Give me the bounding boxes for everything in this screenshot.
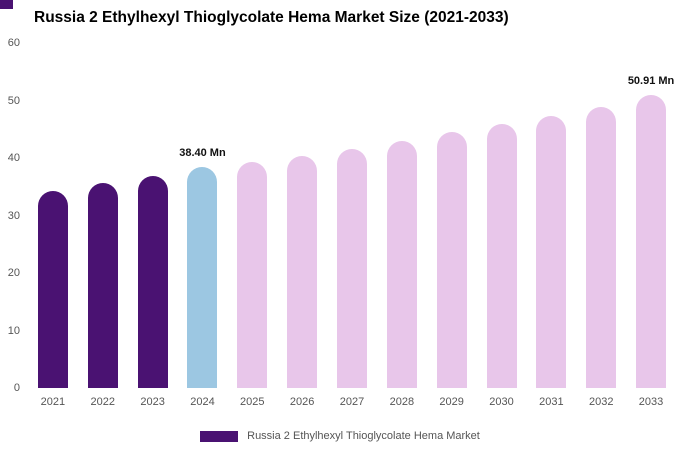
- x-axis-label: 2033: [638, 396, 664, 408]
- y-axis-label: 0: [13, 382, 20, 394]
- bar-2026: [287, 155, 318, 388]
- bar-2029: [436, 132, 467, 388]
- x-axis-label: 2022: [90, 396, 116, 408]
- plot-area: 2021 2022 2023 2024 38.40 Mn 2025 2026 2027 2028…: [8, 37, 676, 408]
- value-label: 38.40 Mn: [179, 147, 226, 160]
- x-axis-label: 2023: [140, 396, 165, 408]
- legend-swatch-icon: [200, 430, 239, 442]
- x-axis-label: 2029: [439, 396, 464, 408]
- bar-2021: [37, 190, 68, 388]
- x-axis-label: 2032: [588, 396, 614, 408]
- bar-slot: 2031: [526, 43, 576, 408]
- y-axis-label: 50: [7, 94, 20, 107]
- value-label: 50.91 Mn: [627, 75, 675, 88]
- x-axis-label: 2021: [40, 396, 66, 408]
- y-axis-label: 20: [7, 267, 20, 279]
- y-axis-label: 40: [7, 152, 20, 164]
- x-axis-label: 2030: [489, 396, 514, 408]
- bar-2028: [386, 140, 417, 388]
- legend-label: Russia 2 Ethylhexyl Thioglycolate Hema M…: [247, 430, 480, 442]
- bar-slot: 2032: [576, 43, 626, 408]
- bar-slot: 2024 38.40 Mn: [178, 43, 228, 408]
- x-axis-label: 2028: [389, 396, 415, 408]
- bars-row: 2021 2022 2023 2024 38.40 Mn 2025 2026 2027 2028…: [28, 43, 676, 408]
- x-axis-label: 2025: [240, 396, 265, 408]
- bar-2025: [237, 162, 268, 388]
- y-axis-label: 10: [7, 324, 20, 337]
- bar-slot: 2028: [377, 43, 427, 408]
- bar-slot: 2026: [277, 43, 327, 408]
- bar-slot: 2029: [427, 43, 477, 408]
- bar-2022: [87, 183, 118, 388]
- legend-item[interactable]: Russia 2 Ethylhexyl Thioglycolate Hema M…: [0, 430, 680, 442]
- bar-slot: 2023: [128, 43, 178, 408]
- x-axis-label: 2026: [289, 396, 315, 408]
- y-axis-label: 60: [7, 37, 20, 49]
- bar-slot: 2022: [78, 43, 128, 408]
- bar-slot: 2033 50.91 Mn: [626, 43, 676, 408]
- bar-slot: 2021: [28, 43, 78, 408]
- x-axis-label: 2024: [190, 396, 215, 408]
- bar-2031: [536, 116, 567, 388]
- x-axis-label: 2031: [539, 396, 564, 408]
- bar-slot: 2030: [477, 43, 527, 408]
- corner-accent: [0, 0, 13, 9]
- bar-2033: [636, 95, 667, 388]
- chart-title: Russia 2 Ethylhexyl Thioglycolate Hema M…: [34, 9, 509, 26]
- bar-2023: [137, 175, 168, 388]
- bar-2030: [486, 124, 517, 388]
- bar-slot: 2025: [227, 43, 277, 408]
- x-axis-label: 2027: [339, 396, 365, 408]
- bar-2027: [336, 148, 367, 388]
- bar-2032: [586, 106, 617, 388]
- y-axis-label: 30: [7, 209, 20, 222]
- bar-2024: [187, 167, 218, 388]
- bar-slot: 2027: [327, 43, 377, 408]
